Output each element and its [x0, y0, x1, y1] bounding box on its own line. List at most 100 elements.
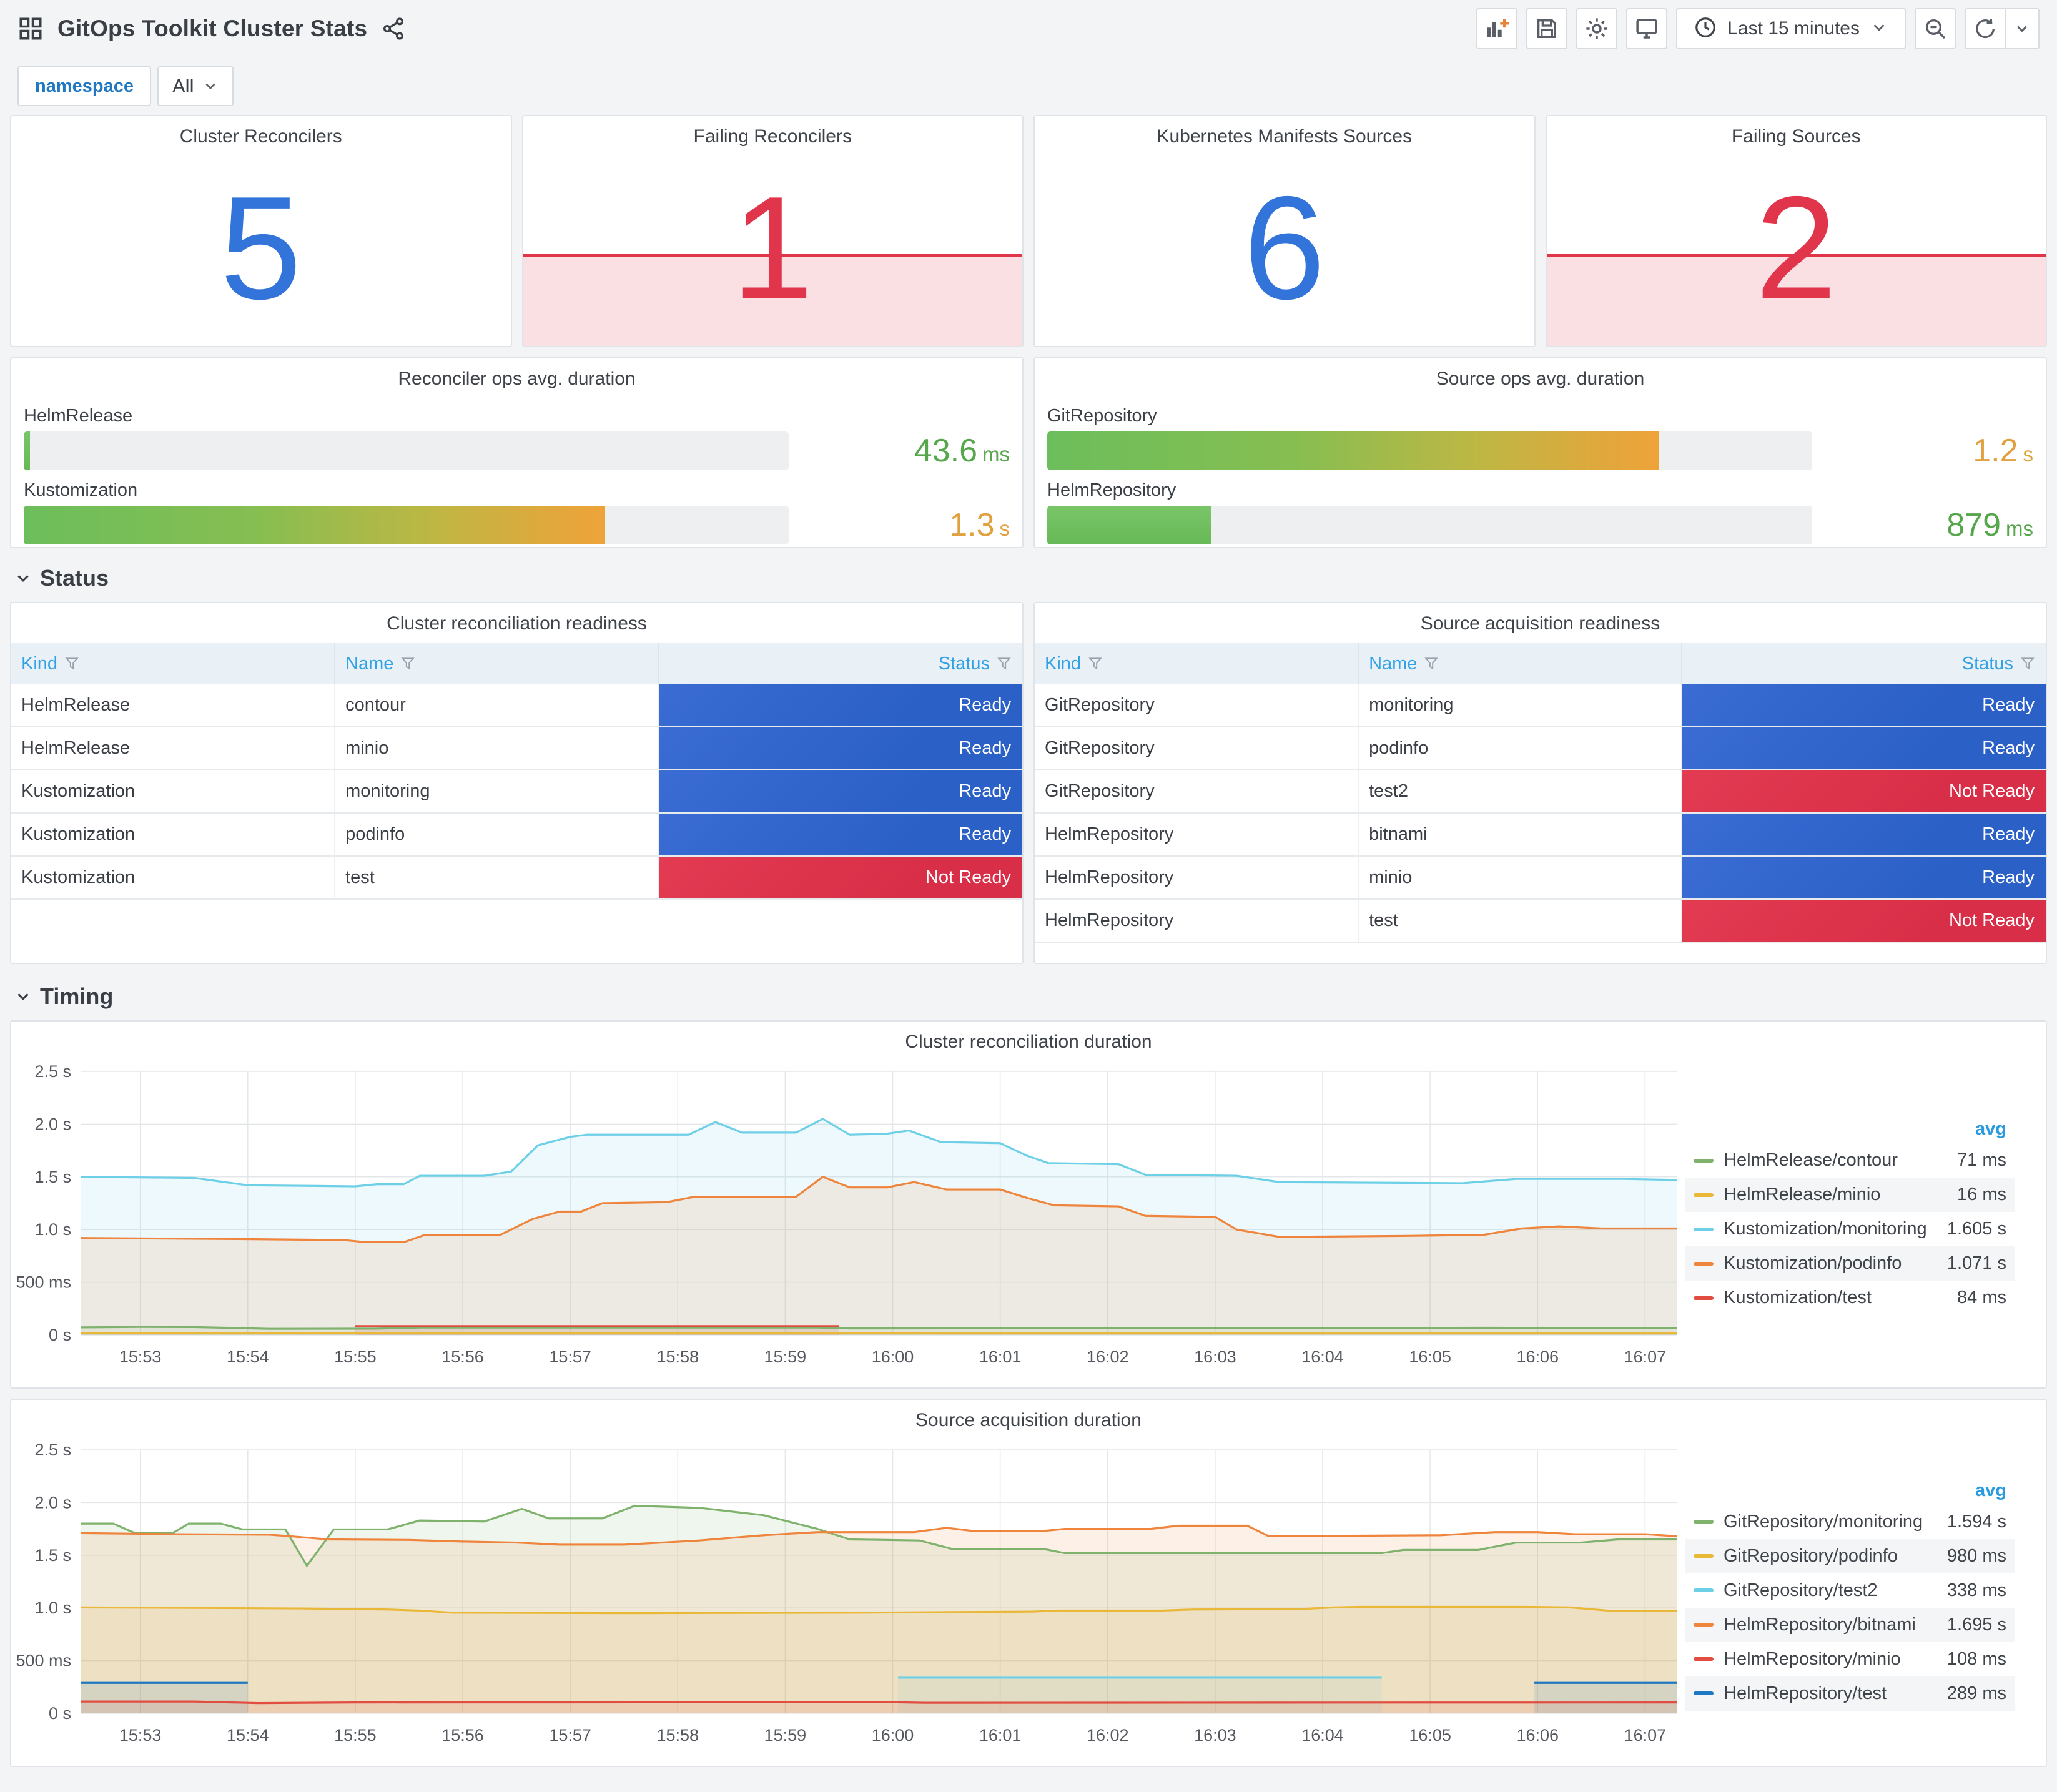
filter-funnel-icon[interactable]: [1423, 655, 1439, 672]
chart-panel-title[interactable]: Cluster reconciliation duration: [905, 1031, 1152, 1052]
stat-value: 6: [1243, 165, 1326, 330]
settings-button[interactable]: [1576, 8, 1618, 49]
gauge-label: HelmRepository: [1047, 480, 1176, 500]
column-header-status[interactable]: Status: [1682, 643, 2046, 684]
svg-text:16:06: 16:06: [1516, 1726, 1559, 1745]
legend-item[interactable]: HelmRepository/test 289 ms: [1685, 1676, 2015, 1711]
share-icon[interactable]: [381, 16, 406, 41]
legend-item[interactable]: HelmRepository/bitnami 1.695 s: [1685, 1607, 2015, 1642]
gauge-value-unit: s: [2023, 443, 2034, 466]
cycle-view-button[interactable]: [1626, 8, 1668, 49]
table-panel-title[interactable]: Source acquisition readiness: [1420, 613, 1660, 634]
cell-name: monitoring: [1358, 684, 1683, 727]
chart-panel-title[interactable]: Source acquisition duration: [915, 1410, 1142, 1430]
status-badge: Not Ready: [1682, 900, 2046, 942]
stat-panel-title[interactable]: Kubernetes Manifests Sources: [1157, 126, 1413, 147]
gauge-value: 43.6 ms: [789, 432, 1010, 470]
stat-panel-title[interactable]: Failing Sources: [1731, 126, 1861, 147]
legend-item[interactable]: HelmRepository/minio 108 ms: [1685, 1642, 2015, 1676]
svg-text:16:07: 16:07: [1624, 1347, 1667, 1366]
cell-status: Ready: [1682, 813, 2046, 857]
gauge-panels-row: Reconciler ops avg. duration HelmRelease 4…: [10, 357, 2047, 548]
gauge-value-number: 879: [1946, 507, 2001, 543]
add-panel-button[interactable]: [1476, 8, 1518, 49]
column-header-name[interactable]: Name: [335, 643, 659, 684]
gauge-panel-title[interactable]: Reconciler ops avg. duration: [398, 368, 636, 389]
gauge-panel-0: Reconciler ops avg. duration HelmRelease 4…: [10, 357, 1024, 548]
column-header-name[interactable]: Name: [1358, 643, 1683, 684]
table-row: Kustomization monitoring Ready: [11, 770, 1022, 814]
refresh-interval-dropdown[interactable]: [2006, 8, 2040, 49]
svg-text:15:58: 15:58: [656, 1347, 699, 1366]
gauge-value-unit: ms: [982, 443, 1010, 466]
legend-item[interactable]: GitRepository/podinfo 980 ms: [1685, 1538, 2015, 1573]
column-header-status[interactable]: Status: [658, 643, 1022, 684]
filter-funnel-icon[interactable]: [64, 655, 80, 672]
gauge-track: [24, 506, 789, 544]
table-row: Kustomization test Not Ready: [11, 856, 1022, 900]
column-header-kind[interactable]: Kind: [11, 643, 336, 684]
gauge-track: [1047, 431, 1812, 470]
cell-name: podinfo: [1358, 727, 1683, 770]
svg-text:16:00: 16:00: [872, 1726, 914, 1745]
column-header-inner: Status: [669, 654, 1012, 674]
legend-item[interactable]: Kustomization/monitoring 1.605 s: [1685, 1212, 2015, 1246]
svg-text:1.0 s: 1.0 s: [34, 1598, 71, 1617]
timeseries-svg[interactable]: 0 s 500 ms 1.0 s 1.5 s 2.0 s 2.5 s 15:53 15:54 1…: [11, 1053, 1685, 1377]
series-color-swatch: [1694, 1588, 1714, 1592]
gauge-body: HelmRelease 43.6 ms Kustomization 1.3 s: [24, 390, 1010, 544]
legend-avg-header[interactable]: avg: [1975, 1480, 2006, 1500]
zoom-out-button[interactable]: [1915, 8, 1956, 49]
svg-text:15:53: 15:53: [119, 1726, 162, 1745]
legend-series-name: GitRepository/test2: [1724, 1580, 1878, 1600]
cell-kind: HelmRepository: [1035, 899, 1359, 943]
legend-item[interactable]: Kustomization/podinfo 1.071 s: [1685, 1246, 2015, 1281]
time-range-picker[interactable]: Last 15 minutes: [1676, 8, 1906, 49]
filter-funnel-icon[interactable]: [996, 655, 1012, 672]
chart-legend: avg GitRepository/monitoring 1.594 s GitRep…: [1685, 1431, 2031, 1756]
variable-namespace-value-dropdown[interactable]: All: [157, 66, 234, 106]
cell-name: test: [335, 856, 659, 900]
legend-item[interactable]: HelmRelease/contour 71 ms: [1685, 1143, 2015, 1178]
column-header-kind[interactable]: Kind: [1035, 643, 1359, 684]
svg-text:16:05: 16:05: [1409, 1347, 1451, 1366]
stat-panel-title[interactable]: Cluster Reconcilers: [179, 126, 342, 147]
cell-kind: HelmRepository: [1035, 856, 1359, 900]
filter-funnel-icon[interactable]: [2020, 655, 2036, 672]
clock-icon: [1694, 16, 1717, 42]
svg-text:2.5 s: 2.5 s: [34, 1062, 71, 1081]
filter-funnel-icon[interactable]: [400, 655, 416, 672]
stat-panel-title[interactable]: Failing Reconcilers: [693, 126, 852, 147]
stat-value: 2: [1755, 165, 1837, 330]
section-timing[interactable]: Timing: [10, 977, 2047, 1017]
legend-series-name: HelmRepository/test: [1724, 1683, 1887, 1703]
apps-grid-icon[interactable]: [17, 16, 44, 42]
series-line-HelmRelease/contour: [81, 1326, 1677, 1330]
column-header-label: Kind: [21, 653, 58, 674]
variable-namespace-value: All: [172, 75, 194, 97]
timeseries-svg[interactable]: 0 s 500 ms 1.0 s 1.5 s 2.0 s 2.5 s 15:53 15:54 1…: [11, 1431, 1685, 1756]
variable-namespace-label[interactable]: namespace: [17, 66, 151, 106]
legend-series-name: HelmRelease/contour: [1724, 1150, 1898, 1170]
cell-kind: GitRepository: [1035, 770, 1359, 814]
filter-funnel-icon[interactable]: [1087, 655, 1103, 672]
legend-item[interactable]: Kustomization/test 84 ms: [1685, 1281, 2015, 1315]
gauge-fill: [24, 431, 30, 470]
save-dashboard-button[interactable]: [1526, 8, 1568, 49]
series-line-HelmRepository/bitnami: [81, 1524, 1678, 1546]
gauge-row-HelmRepository: HelmRepository 879 ms: [1047, 480, 2033, 544]
refresh-button[interactable]: [1965, 8, 2006, 49]
legend-item[interactable]: GitRepository/test2 338 ms: [1685, 1573, 2015, 1608]
gauge-row-HelmRelease: HelmRelease 43.6 ms: [24, 406, 1010, 470]
svg-text:15:57: 15:57: [549, 1726, 591, 1745]
table-panel-title[interactable]: Cluster reconciliation readiness: [387, 613, 647, 634]
gauge-fill: [24, 506, 605, 544]
series-color-swatch: [1694, 1554, 1714, 1558]
legend-avg-header[interactable]: avg: [1975, 1119, 2006, 1139]
series-color-swatch: [1694, 1158, 1714, 1163]
chart-panel-1: Source acquisition duration 0 s 500 ms 1.0 …: [10, 1399, 2047, 1767]
legend-item[interactable]: HelmRelease/minio 16 ms: [1685, 1178, 2015, 1212]
section-status[interactable]: Status: [10, 558, 2047, 598]
gauge-panel-title[interactable]: Source ops avg. duration: [1436, 368, 1645, 389]
legend-item[interactable]: GitRepository/monitoring 1.594 s: [1685, 1505, 2015, 1539]
